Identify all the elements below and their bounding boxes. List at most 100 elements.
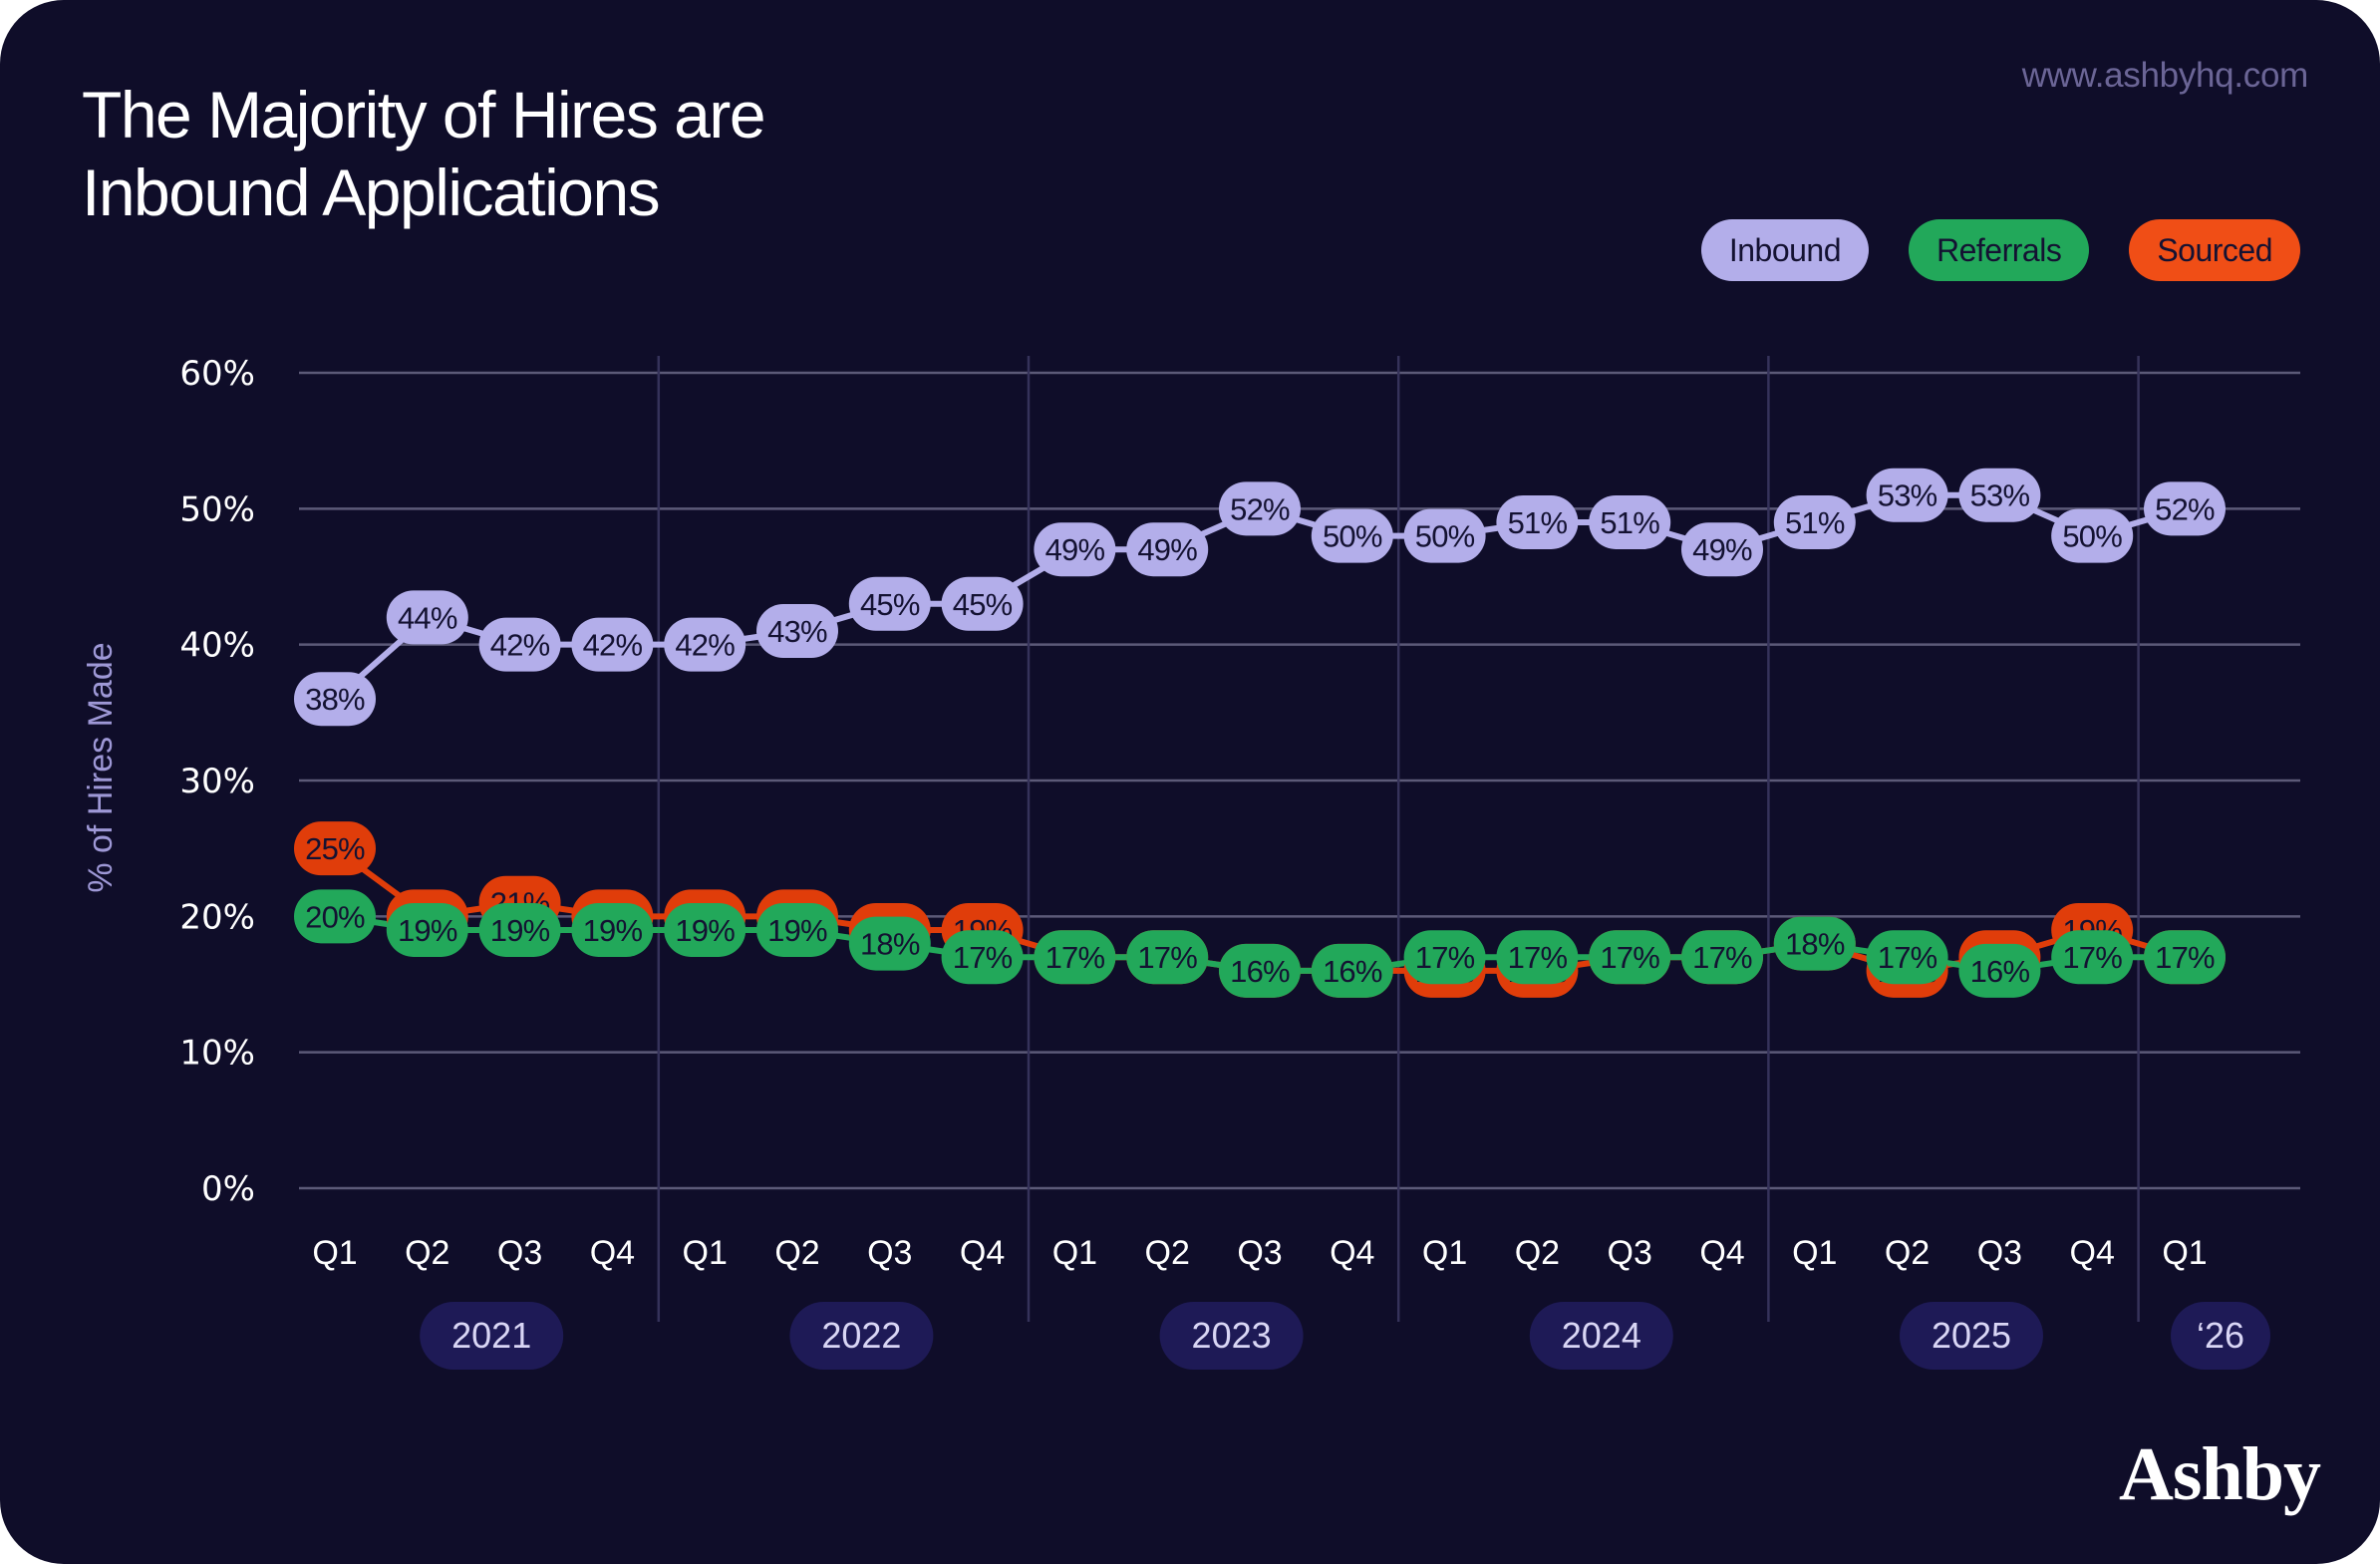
data-point-inbound[interactable]: 45% [941, 576, 1024, 631]
data-point-pill [1773, 916, 1856, 971]
data-label: 17% [953, 940, 1013, 975]
year-label: 2021 [451, 1315, 531, 1356]
data-label: 50% [2062, 519, 2122, 554]
data-point-pill [1589, 930, 1671, 985]
data-label: 50% [1415, 519, 1475, 554]
data-point-pill [756, 902, 838, 957]
data-point-referrals[interactable]: 17% [1589, 930, 1671, 985]
data-point-referrals[interactable]: 17% [1866, 930, 1948, 985]
year-label: ‘26 [2197, 1315, 2244, 1356]
data-label: 19% [398, 913, 457, 948]
data-point-referrals[interactable]: 16% [1311, 943, 1393, 998]
year-label: 2023 [1192, 1315, 1272, 1356]
data-point-referrals[interactable]: 17% [1496, 930, 1579, 985]
data-point-pill [664, 617, 746, 672]
data-point-inbound[interactable]: 53% [1866, 468, 1948, 522]
data-point-referrals[interactable]: 18% [1773, 916, 1856, 971]
data-point-inbound[interactable]: 42% [478, 617, 561, 672]
data-point-inbound[interactable]: 52% [1219, 481, 1301, 536]
data-labels: 25%20%21%20%20%20%19%19%17%17%16%16%16%1… [294, 468, 2226, 998]
data-point-referrals[interactable]: 16% [1958, 943, 2041, 998]
website-url[interactable]: www.ashbyhq.com [2021, 56, 2309, 95]
data-label: 42% [583, 628, 643, 663]
legend-item-sourced[interactable]: Sourced [2129, 219, 2300, 281]
data-point-inbound[interactable]: 44% [386, 590, 468, 645]
data-point-referrals[interactable]: 17% [1034, 930, 1116, 985]
x-tick-label: Q1 [1422, 1234, 1467, 1272]
x-tick-label: Q1 [1052, 1234, 1097, 1272]
data-label: 19% [583, 913, 643, 948]
year-pills: 2021 2022 2023 2024 2025 ‘26 [420, 1302, 2270, 1370]
data-point-inbound[interactable]: 50% [1403, 508, 1486, 563]
x-axis-ticks: Q1 Q2 Q3 Q4 Q1 Q2 Q3 Q4 Q1 Q2 Q3 Q4 Q1 Q2 Q3 Q4 Q1 Q2 Q3 Q4… [312, 1234, 2207, 1272]
x-tick-label: Q4 [1330, 1234, 1374, 1272]
data-label: 16% [1970, 954, 2030, 989]
data-point-inbound[interactable]: 52% [2144, 481, 2226, 536]
data-point-referrals[interactable]: 19% [571, 902, 654, 957]
year-pill-1 [789, 1302, 934, 1370]
data-label: 43% [767, 614, 827, 649]
y-tick-label: 60% [179, 354, 255, 394]
x-tick-label: Q2 [1885, 1234, 1930, 1272]
data-point-pill [756, 604, 838, 659]
data-point-referrals[interactable]: 19% [756, 902, 838, 957]
data-point-pill [1681, 930, 1763, 985]
data-point-pill [1126, 522, 1209, 577]
legend-item-referrals[interactable]: Referrals [1909, 219, 2090, 281]
data-point-referrals[interactable]: 18% [848, 916, 931, 971]
year-label: 2022 [821, 1315, 901, 1356]
data-label: 51% [1600, 505, 1659, 540]
data-label: 44% [398, 600, 457, 635]
data-point-referrals[interactable]: 16% [1219, 943, 1301, 998]
x-tick-label: Q4 [960, 1234, 1005, 1272]
data-point-referrals[interactable]: 17% [2144, 930, 2226, 985]
data-point-referrals[interactable]: 17% [941, 930, 1024, 985]
data-point-inbound[interactable]: 49% [1034, 522, 1116, 577]
data-point-inbound[interactable]: 51% [1496, 494, 1579, 549]
x-tick-label: Q3 [867, 1234, 912, 1272]
data-label: 16% [1230, 954, 1290, 989]
data-point-inbound[interactable]: 51% [1589, 494, 1671, 549]
data-point-inbound[interactable]: 43% [756, 604, 838, 659]
data-point-referrals[interactable]: 19% [386, 902, 468, 957]
data-point-pill [1311, 508, 1393, 563]
data-point-pill [1126, 930, 1209, 985]
data-point-inbound[interactable]: 45% [848, 576, 931, 631]
data-point-pill [1034, 930, 1116, 985]
data-point-inbound[interactable]: 38% [294, 672, 376, 727]
data-point-inbound[interactable]: 50% [1311, 508, 1393, 563]
data-point-inbound[interactable]: 49% [1681, 522, 1763, 577]
data-point-pill [294, 889, 376, 944]
data-point-inbound[interactable]: 49% [1126, 522, 1209, 577]
data-label: 52% [2155, 491, 2215, 526]
data-point-referrals[interactable]: 17% [1126, 930, 1209, 985]
data-point-referrals[interactable]: 20% [294, 889, 376, 944]
data-label: 53% [1970, 478, 2030, 513]
data-label: 49% [1137, 532, 1197, 567]
data-point-pill [478, 902, 561, 957]
data-point-inbound[interactable]: 50% [2051, 508, 2134, 563]
data-point-referrals[interactable]: 17% [1681, 930, 1763, 985]
data-point-pill [848, 916, 931, 971]
data-label: 51% [1508, 505, 1568, 540]
data-point-referrals[interactable]: 19% [478, 902, 561, 957]
data-point-pill [1589, 494, 1671, 549]
data-point-sourced[interactable]: 25% [294, 821, 376, 876]
data-point-pill [571, 902, 654, 957]
data-point-referrals[interactable]: 19% [664, 902, 746, 957]
data-point-inbound[interactable]: 42% [571, 617, 654, 672]
data-point-pill [2051, 508, 2134, 563]
data-label: 16% [1323, 954, 1382, 989]
data-point-inbound[interactable]: 53% [1958, 468, 2041, 522]
data-point-referrals[interactable]: 17% [2051, 930, 2134, 985]
data-point-referrals[interactable]: 17% [1403, 930, 1486, 985]
data-point-pill [941, 930, 1024, 985]
chart-title-line-2: Inbound Applications [82, 156, 661, 229]
data-point-inbound[interactable]: 51% [1773, 494, 1856, 549]
y-tick-label: 40% [179, 626, 255, 666]
data-point-pill [848, 576, 931, 631]
legend-item-inbound[interactable]: Inbound [1700, 219, 1869, 281]
data-point-inbound[interactable]: 42% [664, 617, 746, 672]
